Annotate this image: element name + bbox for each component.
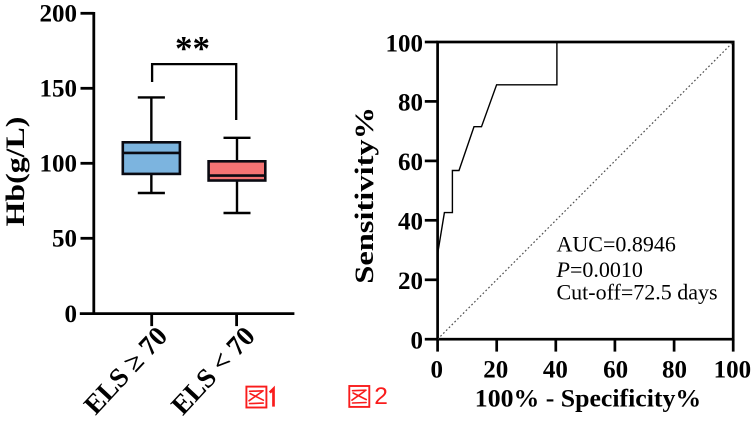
- svg-text:40: 40: [543, 357, 568, 384]
- svg-text:20: 20: [483, 357, 508, 384]
- svg-text:50: 50: [52, 226, 77, 253]
- svg-text:100: 100: [714, 357, 752, 384]
- svg-text:20: 20: [398, 268, 423, 295]
- svg-text:0: 0: [411, 328, 424, 355]
- svg-text:Hb(g/L): Hb(g/L): [2, 117, 31, 227]
- svg-text:Cut-off=72.5 days: Cut-off=72.5 days: [557, 279, 718, 304]
- svg-text:100: 100: [386, 30, 424, 57]
- svg-text:**: **: [175, 29, 210, 68]
- svg-text:2: 2: [374, 383, 388, 410]
- svg-text:100: 100: [40, 151, 78, 178]
- svg-text:0: 0: [430, 357, 443, 384]
- svg-text:60: 60: [398, 149, 423, 176]
- svg-text:AUC=0.8946: AUC=0.8946: [557, 232, 676, 257]
- svg-text:80: 80: [662, 357, 687, 384]
- svg-text:40: 40: [398, 209, 423, 236]
- svg-text:ELS ≥ 70: ELS ≥ 70: [78, 321, 173, 420]
- svg-text:60: 60: [603, 357, 628, 384]
- svg-text:0: 0: [65, 301, 78, 328]
- svg-text:80: 80: [398, 90, 423, 117]
- svg-text:200: 200: [40, 1, 78, 28]
- svg-text:Sensitivity%: Sensitivity%: [351, 107, 379, 284]
- svg-text:150: 150: [40, 76, 78, 103]
- svg-text:P=0.0010: P=0.0010: [556, 257, 643, 282]
- svg-text:100% - Specificity%: 100% - Specificity%: [475, 384, 701, 413]
